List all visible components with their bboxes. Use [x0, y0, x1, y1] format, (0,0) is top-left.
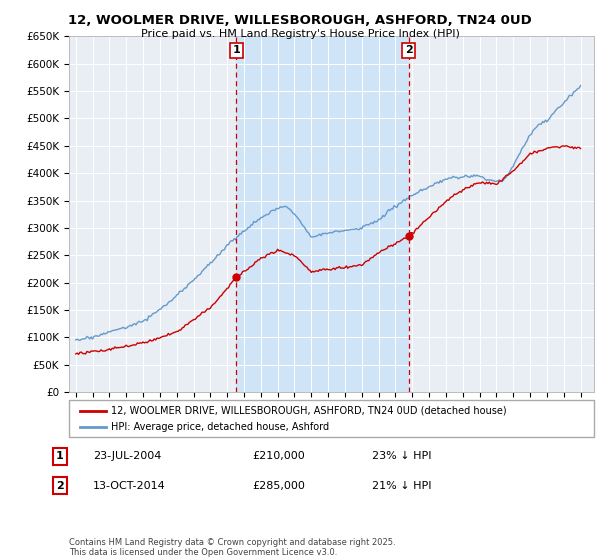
Text: 2: 2: [56, 480, 64, 491]
Text: 23% ↓ HPI: 23% ↓ HPI: [372, 451, 431, 461]
Text: 21% ↓ HPI: 21% ↓ HPI: [372, 480, 431, 491]
Text: £210,000: £210,000: [252, 451, 305, 461]
Text: 2: 2: [404, 45, 412, 55]
Text: 12, WOOLMER DRIVE, WILLESBOROUGH, ASHFORD, TN24 0UD: 12, WOOLMER DRIVE, WILLESBOROUGH, ASHFOR…: [68, 14, 532, 27]
Text: 13-OCT-2014: 13-OCT-2014: [93, 480, 166, 491]
Text: 12, WOOLMER DRIVE, WILLESBOROUGH, ASHFORD, TN24 0UD (detached house): 12, WOOLMER DRIVE, WILLESBOROUGH, ASHFOR…: [111, 405, 506, 416]
Bar: [236, 36, 409, 392]
Text: 23-JUL-2004: 23-JUL-2004: [93, 451, 161, 461]
Text: HPI: Average price, detached house, Ashford: HPI: Average price, detached house, Ashf…: [111, 422, 329, 432]
Text: 1: 1: [56, 451, 64, 461]
Text: Price paid vs. HM Land Registry's House Price Index (HPI): Price paid vs. HM Land Registry's House …: [140, 29, 460, 39]
Text: Contains HM Land Registry data © Crown copyright and database right 2025.
This d: Contains HM Land Registry data © Crown c…: [69, 538, 395, 557]
FancyBboxPatch shape: [69, 400, 594, 437]
Text: 1: 1: [233, 45, 241, 55]
Text: £285,000: £285,000: [252, 480, 305, 491]
